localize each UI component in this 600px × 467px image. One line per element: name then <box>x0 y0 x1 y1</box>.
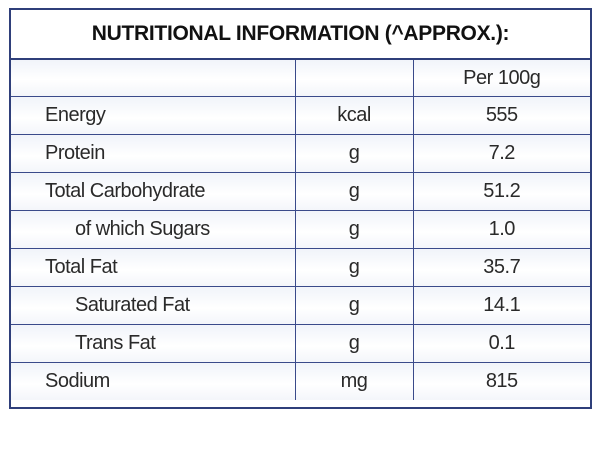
table-row: of which Sugars g 1.0 <box>11 210 590 249</box>
nutrient-name: Total Fat <box>11 248 296 287</box>
nutrient-unit: g <box>294 134 414 173</box>
nutrient-unit: g <box>294 172 414 211</box>
nutrient-value: 555 <box>412 96 590 135</box>
nutrient-name: Protein <box>11 134 296 173</box>
table-row: Sodium mg 815 <box>11 362 590 400</box>
nutrient-unit: g <box>294 248 414 287</box>
nutrition-panel: NUTRITIONAL INFORMATION (^APPROX.): Per … <box>11 10 590 407</box>
table-row: Total Carbohydrate g 51.2 <box>11 172 590 211</box>
nutrient-value: 0.1 <box>412 324 590 363</box>
nutrient-value: 35.7 <box>412 248 590 287</box>
nutrient-value: 14.1 <box>412 286 590 325</box>
nutrient-unit: g <box>294 286 414 325</box>
nutrient-unit: g <box>294 324 414 363</box>
header-per-100g: Per 100g <box>412 60 590 97</box>
table-row: Total Fat g 35.7 <box>11 248 590 287</box>
table-row: Protein g 7.2 <box>11 134 590 173</box>
table-row: Energy kcal 555 <box>11 96 590 135</box>
nutrient-name: Energy <box>11 96 296 135</box>
nutrient-value: 1.0 <box>412 210 590 249</box>
nutrient-unit: mg <box>294 362 414 400</box>
nutrient-name: of which Sugars <box>11 210 296 249</box>
nutrient-value: 7.2 <box>412 134 590 173</box>
nutrient-unit: g <box>294 210 414 249</box>
nutrient-name: Total Carbohydrate <box>11 172 296 211</box>
table-header-row: Per 100g <box>11 60 590 97</box>
header-name-cell <box>11 60 296 97</box>
nutrient-unit: kcal <box>294 96 414 135</box>
nutrient-name: Saturated Fat <box>11 286 296 325</box>
table-row: Trans Fat g 0.1 <box>11 324 590 363</box>
header-unit-cell <box>294 60 414 97</box>
nutrient-value: 51.2 <box>412 172 590 211</box>
table-row: Saturated Fat g 14.1 <box>11 286 590 325</box>
nutrition-title: NUTRITIONAL INFORMATION (^APPROX.): <box>11 10 590 60</box>
nutrient-name: Sodium <box>11 362 296 400</box>
nutrient-value: 815 <box>412 362 590 400</box>
nutrition-table: Per 100g Energy kcal 555 Protein g 7.2 T… <box>11 60 590 400</box>
nutrition-label: NUTRITIONAL INFORMATION (^APPROX.): Per … <box>9 8 592 409</box>
nutrient-name: Trans Fat <box>11 324 296 363</box>
